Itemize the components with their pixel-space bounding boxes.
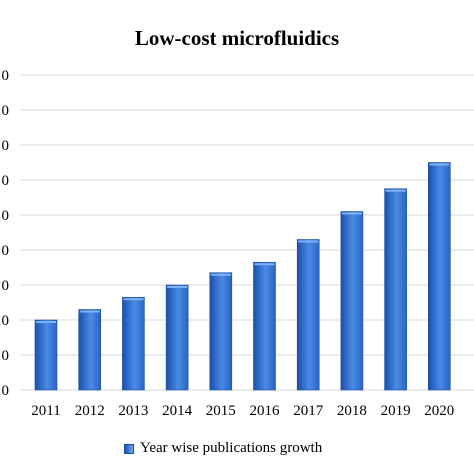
bar-top-highlight	[385, 189, 406, 192]
x-tick-label: 2016	[250, 403, 281, 419]
bar-top-highlight	[79, 310, 100, 313]
bar-top-highlight	[36, 321, 56, 323]
bar-top-highlight	[254, 263, 275, 266]
bar-2012	[78, 309, 101, 391]
y-tick-label: 0	[2, 173, 10, 189]
bar-top-highlight	[298, 240, 319, 243]
bar-2017	[296, 239, 320, 391]
x-tick-label: 2019	[381, 403, 411, 419]
bar-2014	[165, 284, 189, 391]
x-tick-label: 2017	[293, 403, 324, 419]
y-tick-label: 0	[2, 313, 10, 329]
bar-2020	[427, 162, 451, 391]
legend-swatch	[124, 443, 134, 454]
chart-title: Low-cost microfluidics	[134, 26, 340, 50]
bar-2015	[209, 272, 233, 391]
y-tick-label: 0	[2, 348, 10, 364]
bar-top-highlight	[210, 273, 231, 276]
bar-top-highlight	[429, 163, 450, 166]
bar-top-highlight	[167, 286, 188, 288]
x-tick-label: 2012	[75, 403, 105, 419]
bar-2013	[122, 296, 145, 391]
x-tick-label: 2013	[118, 403, 148, 419]
y-tick-label: 0	[2, 103, 10, 119]
bar-top-highlight	[341, 212, 362, 215]
legend-label: Year wise publications growth	[140, 440, 323, 456]
bar-2018	[340, 211, 364, 391]
bar-2011	[34, 319, 58, 391]
bar-2016	[253, 261, 276, 391]
y-tick-label: 0	[2, 383, 10, 399]
y-tick-label: 0	[2, 68, 10, 84]
y-tick-label: 0	[2, 278, 10, 294]
y-tick-label: 0	[2, 243, 10, 259]
bar-2019	[384, 188, 407, 391]
y-tick-label: 0	[2, 138, 10, 154]
x-tick-label: 2014	[162, 403, 193, 419]
x-tick-label: 2011	[31, 403, 60, 419]
x-tick-label: 2015	[206, 403, 236, 419]
bar-top-highlight	[123, 298, 144, 301]
legend: Year wise publications growth	[124, 440, 322, 457]
x-tick-label: 2018	[337, 403, 367, 419]
x-tick-label: 2020	[424, 403, 454, 419]
y-tick-label: 0	[2, 208, 10, 224]
